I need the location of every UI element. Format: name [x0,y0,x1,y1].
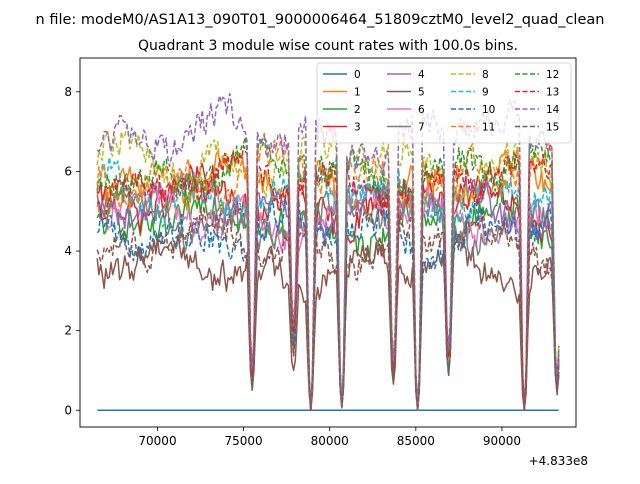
legend-label: 15 [546,122,559,134]
series-line-10 [96,197,560,412]
series-line-13 [96,145,560,412]
x-tick-label: 75000 [225,434,263,448]
legend-label: 8 [482,69,489,81]
y-axis: 0 2 4 6 8 [64,85,80,417]
y-tick-label: 2 [64,324,72,338]
y-tick-label: 6 [64,164,72,178]
legend-box [316,62,572,144]
y-tick-label: 0 [64,403,72,417]
legend-label: 4 [418,69,425,81]
figure-suptitle: n file: modeM0/AS1A13_090T01_9000006464_… [36,12,605,28]
x-axis: 70000 75000 80000 85000 90000 [138,427,521,448]
y-tick-label: 4 [64,244,72,258]
y-tick-label: 8 [64,85,72,99]
legend-label: 0 [354,69,361,81]
legend-label: 10 [482,104,495,116]
series-line-5 [96,232,560,412]
legend-label: 5 [418,87,425,99]
series-line-12 [96,135,560,412]
legend-label: 2 [354,104,361,116]
legend-label: 14 [546,104,560,116]
legend-label: 13 [546,87,559,99]
legend-label: 1 [354,87,361,99]
legend-label: 6 [418,104,425,116]
x-tick-label: 85000 [397,434,435,448]
legend-label: 3 [354,122,361,134]
legend-label: 11 [482,122,495,134]
x-tick-label: 70000 [138,434,176,448]
legend-label: 12 [546,69,559,81]
legend-label: 7 [418,122,425,134]
x-tick-label: 80000 [311,434,349,448]
x-tick-label: 90000 [483,434,521,448]
x-axis-offset-label: +4.833e8 [529,454,588,468]
axes-frame [79,57,577,428]
series-line-15 [96,205,560,412]
chart-title: Quadrant 3 module wise count rates with … [138,38,518,54]
legend-label: 9 [482,87,489,99]
